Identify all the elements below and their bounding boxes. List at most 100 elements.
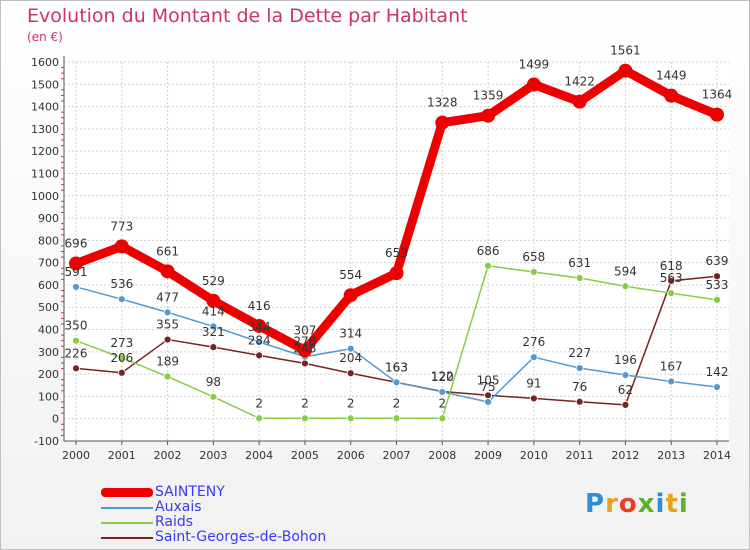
- data-point: [621, 282, 630, 291]
- data-point: [710, 107, 724, 122]
- x-tick-label: 2010: [520, 449, 548, 462]
- data-point: [667, 277, 676, 285]
- x-tick-label: 2003: [199, 449, 227, 462]
- data-label: 226: [65, 346, 88, 360]
- brand-letter: o: [618, 489, 638, 519]
- data-point: [484, 398, 492, 406]
- y-tick-label: 1600: [31, 56, 59, 69]
- data-label: 2: [438, 396, 446, 410]
- data-point: [117, 295, 126, 304]
- x-tick-label: 2000: [62, 449, 90, 462]
- data-label: 591: [65, 265, 88, 279]
- data-label: 2: [255, 396, 263, 410]
- data-point: [667, 289, 676, 298]
- x-tick-label: 2007: [383, 449, 411, 462]
- y-tick-label: 500: [38, 301, 59, 314]
- data-label: 594: [614, 264, 637, 278]
- y-tick-label: 1300: [31, 123, 59, 136]
- data-point: [255, 414, 264, 423]
- data-label: 321: [202, 325, 225, 339]
- data-label: 284: [248, 333, 271, 347]
- x-tick-label: 2001: [108, 449, 136, 462]
- data-label: 98: [206, 375, 221, 389]
- data-label: 1499: [519, 58, 550, 72]
- y-tick-label: 700: [38, 257, 59, 270]
- data-label: 696: [65, 237, 88, 251]
- data-label: 653: [385, 246, 408, 260]
- data-label: 686: [477, 244, 500, 258]
- data-label: 2: [393, 396, 401, 410]
- data-label: 196: [614, 353, 637, 367]
- data-label: 639: [706, 254, 729, 268]
- brand-letter: r: [605, 489, 619, 519]
- data-point: [209, 392, 218, 401]
- data-label: 120: [431, 370, 454, 384]
- data-point: [529, 394, 538, 403]
- x-tick-label: 2004: [245, 449, 273, 462]
- data-label: 2: [347, 396, 355, 410]
- data-label: 167: [660, 359, 683, 373]
- data-point: [209, 343, 218, 352]
- data-point: [392, 414, 401, 423]
- data-point: [117, 368, 126, 377]
- brand-logo: Proxiti: [585, 489, 689, 519]
- data-label: 1561: [610, 44, 641, 58]
- data-label: 307: [293, 323, 316, 337]
- data-point: [255, 351, 264, 360]
- data-point: [575, 397, 584, 406]
- y-tick-label: -100: [34, 435, 59, 448]
- data-label: 1364: [702, 88, 733, 102]
- data-point: [346, 369, 355, 378]
- data-point: [389, 266, 404, 281]
- brand-letter: i: [678, 489, 689, 519]
- data-point: [346, 344, 355, 353]
- y-tick-label: 1500: [31, 78, 59, 91]
- data-point: [438, 388, 447, 396]
- x-tick-label: 2009: [474, 449, 502, 462]
- y-tick-label: 200: [38, 368, 59, 381]
- y-tick-label: 300: [38, 346, 59, 359]
- data-point: [667, 377, 676, 386]
- legend-label: Auxais: [155, 499, 202, 515]
- data-point: [575, 364, 584, 372]
- data-point: [343, 288, 358, 303]
- data-point: [346, 414, 355, 423]
- x-tick-label: 2012: [611, 449, 639, 462]
- data-label: 658: [522, 250, 545, 264]
- data-label: 75: [480, 380, 495, 394]
- data-label: 554: [339, 268, 362, 282]
- data-point: [209, 322, 218, 331]
- data-point: [529, 268, 538, 276]
- data-label: 105: [477, 373, 500, 387]
- legend-swatch: [101, 537, 153, 539]
- data-label: 533: [706, 278, 729, 292]
- y-tick-label: 1000: [31, 190, 59, 203]
- data-label: 414: [202, 304, 225, 318]
- data-label: 416: [248, 299, 271, 313]
- y-tick-label: 1100: [31, 167, 59, 180]
- data-point: [621, 400, 630, 409]
- data-label: 1359: [473, 89, 504, 103]
- data-label: 477: [156, 290, 179, 304]
- data-point: [572, 94, 587, 109]
- data-label: 163: [385, 360, 408, 374]
- data-label: 618: [660, 259, 683, 273]
- data-label: 2: [301, 396, 309, 410]
- data-point: [206, 293, 221, 308]
- data-label: 1449: [656, 69, 687, 83]
- data-point: [713, 295, 721, 304]
- data-point: [526, 77, 541, 92]
- chart-title: Evolution du Montant de la Dette par Hab…: [27, 5, 468, 27]
- y-tick-label: 400: [38, 324, 59, 337]
- data-point: [117, 353, 126, 362]
- data-label: 122: [431, 370, 454, 384]
- data-label: 76: [572, 380, 587, 394]
- data-point: [72, 283, 80, 291]
- legend-label: SAINTENY: [155, 484, 225, 500]
- data-label: 163: [385, 360, 408, 374]
- legend-swatch: [101, 488, 153, 497]
- data-label: 631: [568, 256, 591, 270]
- data-label: 355: [156, 318, 179, 332]
- y-tick-label: 1400: [31, 101, 59, 114]
- data-point: [713, 272, 721, 281]
